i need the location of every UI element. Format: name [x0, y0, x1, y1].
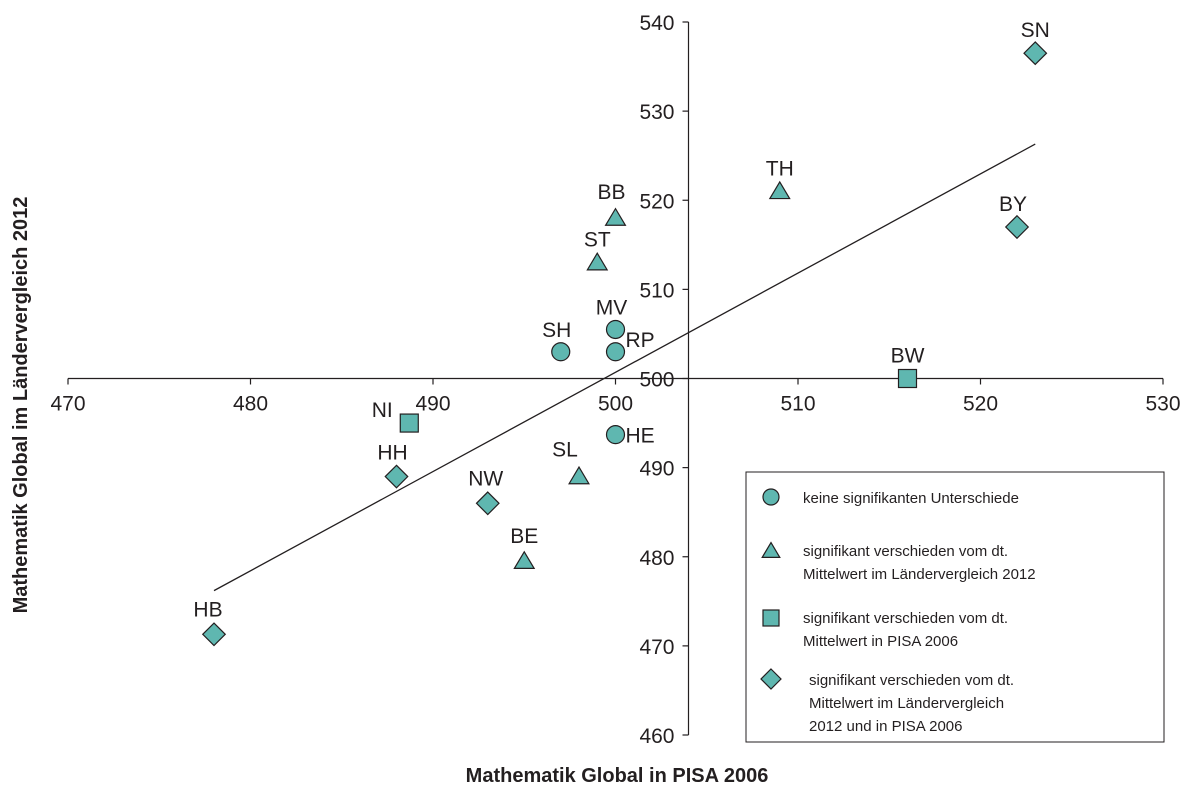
point-label-he: HE	[626, 425, 655, 448]
legend-box	[745, 471, 1165, 743]
y-axis-title: Mathematik Global im Ländervergleich 201…	[10, 197, 32, 614]
data-point-th	[768, 180, 791, 200]
legend-entry-text: signifikant verschieden vom dt.	[809, 672, 1014, 689]
data-point-sl	[568, 465, 590, 485]
y-tick-label: 520	[639, 190, 674, 213]
y-tick-label: 500	[639, 369, 674, 392]
data-point-nw	[475, 491, 500, 516]
point-label-mv: MV	[596, 296, 628, 319]
trendline	[213, 143, 1036, 592]
legend-entry-text: Mittelwert in PISA 2006	[803, 633, 958, 650]
legend-entry-text: Mittelwert im Ländervergleich 2012	[803, 566, 1036, 583]
point-label-sl: SL	[552, 439, 578, 462]
data-point-mv	[605, 319, 626, 340]
x-tick-label: 520	[963, 393, 998, 416]
data-point-ni	[399, 413, 419, 433]
data-point-hh	[384, 464, 409, 489]
legend-marker-circle	[762, 488, 780, 506]
x-tick-label: 510	[780, 393, 815, 416]
y-tick-label: 490	[639, 458, 674, 481]
data-point-bw	[897, 368, 918, 389]
point-label-ni: NI	[372, 399, 393, 422]
y-tick-label: 540	[639, 12, 674, 35]
point-label-st: ST	[584, 229, 611, 252]
point-label-sn: SN	[1021, 19, 1050, 42]
legend-entry-text: Mittelwert im Ländervergleich	[809, 695, 1004, 712]
data-points: SN TH BY BB ST MV SH RP BW NI HE HH SL NW BE HB	[193, 19, 1050, 647]
data-point-sn	[1023, 41, 1048, 66]
point-label-bw: BW	[891, 345, 925, 368]
axes: 470 480 490 500 510 520 530 460 470 480 490 500 510 5…	[50, 12, 1180, 748]
point-label-sh: SH	[542, 319, 571, 342]
legend-entry-text: 2012 und in PISA 2006	[809, 718, 962, 735]
point-label-hh: HH	[377, 442, 407, 465]
data-point-bb	[604, 207, 627, 226]
data-point-be	[513, 550, 536, 570]
data-point-he	[605, 425, 626, 445]
legend: keine signifikanten Unterschiede signifik…	[745, 471, 1165, 743]
y-tick-label: 480	[639, 547, 674, 570]
x-tick-label: 500	[598, 393, 633, 416]
y-tick-label: 510	[639, 279, 674, 302]
point-label-nw: NW	[468, 467, 503, 490]
trendline-group	[213, 143, 1036, 592]
data-point-rp	[605, 342, 626, 362]
y-tick-label: 460	[639, 725, 674, 748]
legend-entry-text: keine signifikanten Unterschiede	[803, 490, 1019, 507]
point-label-rp: RP	[626, 329, 655, 352]
x-tick-label: 480	[233, 393, 268, 416]
data-point-by	[1004, 214, 1030, 240]
point-label-th: TH	[766, 157, 794, 180]
data-point-hb	[201, 622, 227, 647]
point-label-by: BY	[999, 193, 1027, 216]
x-tick-label: 530	[1145, 393, 1180, 416]
x-tick-label: 470	[50, 393, 85, 416]
legend-entry-text: signifikant verschieden vom dt.	[803, 610, 1008, 627]
legend-marker-square	[762, 609, 780, 627]
point-label-bb: BB	[597, 181, 625, 204]
legend-marker-triangle	[761, 541, 781, 559]
y-tick-label: 470	[639, 636, 674, 659]
point-label-hb: HB	[193, 598, 222, 621]
y-tick-label: 530	[639, 101, 674, 124]
legend-marker-diamond	[760, 668, 782, 690]
x-axis-title: Mathematik Global in PISA 2006	[466, 765, 769, 787]
legend-entry-text: signifikant verschieden vom dt.	[803, 543, 1008, 560]
data-point-st	[586, 252, 609, 271]
point-label-be: BE	[510, 525, 538, 548]
x-tick-label: 490	[415, 393, 450, 416]
data-point-sh	[551, 342, 571, 362]
